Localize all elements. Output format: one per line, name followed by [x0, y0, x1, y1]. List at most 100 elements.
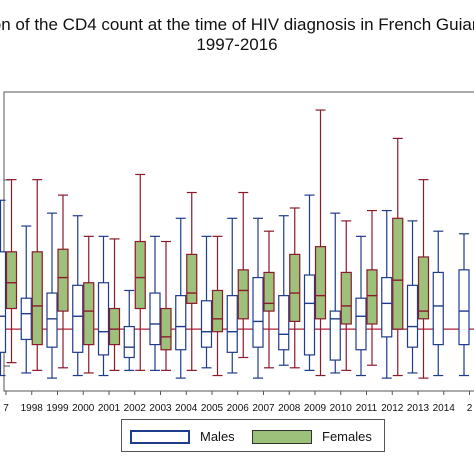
females-iqr-box	[289, 253, 301, 323]
males-iqr-box	[329, 310, 341, 361]
males-box-2011	[355, 235, 367, 377]
females-box-2009	[314, 109, 327, 377]
females-iqr-box	[211, 289, 224, 333]
x-tick-label: 2007	[252, 403, 275, 414]
males-iqr-box	[0, 251, 7, 353]
females-box-2001	[108, 238, 121, 371]
males-box-2008	[278, 215, 290, 366]
females-iqr-box	[340, 271, 352, 325]
males-box-2000	[72, 215, 84, 377]
males-box-2009	[303, 194, 316, 371]
x-tick-label: 2011	[356, 403, 378, 414]
males-iqr-box	[20, 297, 32, 341]
females-box-2013	[417, 179, 430, 379]
x-tick-label: 2010	[330, 403, 353, 414]
females-iqr-box	[134, 240, 146, 310]
males-iqr-box	[355, 297, 367, 351]
x-tick-label: 2001	[98, 403, 121, 414]
females-box-1998	[31, 179, 43, 371]
x-tick-label: 2006	[227, 403, 250, 414]
males-box-2010	[329, 212, 341, 374]
chart-title-line-2: 1997-2016	[196, 35, 277, 54]
males-box-1998	[20, 225, 32, 374]
males-box-2004	[175, 217, 187, 379]
females-box-2003	[160, 240, 172, 371]
males-iqr-box	[97, 282, 110, 356]
males-iqr-box	[458, 269, 470, 346]
males-box-7	[0, 199, 7, 377]
females-iqr-box	[57, 248, 69, 312]
x-tick-label: 2013	[407, 403, 430, 414]
males-iqr-box	[226, 295, 238, 353]
x-tick-label: 2012	[381, 403, 404, 414]
males-box-2014	[432, 230, 444, 377]
females-iqr-box	[392, 217, 404, 330]
x-tick-label: 2014	[433, 403, 456, 414]
chart-title-line-1: tion of the CD4 count at the time of HIV…	[0, 15, 474, 34]
chart-marks	[0, 109, 474, 379]
males-box-2003	[149, 235, 161, 371]
males-iqr-box	[46, 292, 58, 348]
x-tick-label: 2009	[304, 403, 327, 414]
x-tick-label: 2003	[149, 403, 172, 414]
males-box-2005	[200, 235, 213, 369]
males-iqr-box	[406, 284, 419, 348]
females-iqr-box	[160, 307, 172, 351]
legend-label-females: Females	[322, 429, 372, 444]
x-tick-label: 2000	[72, 403, 95, 414]
females-box-2000	[83, 235, 95, 374]
legend-item-males: Males	[130, 420, 235, 453]
females-iqr-box	[108, 307, 121, 346]
x-tick-label: 1999	[46, 403, 69, 414]
legend-swatch-males	[130, 429, 190, 444]
legend-label-males: Males	[200, 429, 235, 444]
females-box-2007	[263, 230, 275, 369]
males-iqr-box	[303, 274, 316, 356]
females-iqr-box	[263, 271, 275, 312]
males-box-2013	[406, 220, 419, 374]
males-box-2001	[97, 235, 110, 377]
females-box-2010	[340, 220, 352, 371]
males-box-2006	[226, 217, 238, 374]
females-iqr-box	[31, 251, 43, 346]
males-iqr-box	[252, 276, 264, 348]
males-iqr-box	[123, 325, 135, 359]
males-iqr-box	[149, 292, 161, 346]
legend: Males Females	[121, 419, 385, 452]
x-tick-label: 2004	[175, 403, 198, 414]
females-iqr-box	[366, 269, 378, 325]
x-tick-label: 2008	[278, 403, 301, 414]
males-iqr-box	[175, 295, 187, 351]
females-iqr-box	[83, 282, 95, 346]
legend-swatch-females	[252, 429, 312, 444]
males-iqr-box	[278, 295, 290, 351]
plot-area	[3, 91, 474, 392]
females-box-2006	[237, 191, 249, 359]
x-tick-labels: 7 1998 1999 2000 2001 2002 2003 2004 2005 2006 200…	[3, 391, 473, 414]
females-box-2008	[289, 207, 301, 369]
females-box-1999	[57, 194, 69, 369]
legend-item-females: Females	[252, 420, 372, 453]
females-iqr-box	[417, 256, 430, 320]
males-box-2012	[381, 209, 393, 379]
females-box-2002	[134, 173, 146, 371]
x-tick-label: 7	[3, 403, 9, 414]
females-box-2011	[366, 209, 378, 366]
x-tick-label: 2	[467, 403, 473, 414]
females-iqr-box	[237, 269, 249, 320]
females-box-2012	[392, 137, 404, 377]
females-box-7	[5, 179, 18, 364]
x-tick-label: 2005	[201, 403, 224, 414]
males-box-2007	[252, 217, 264, 379]
x-tick-label: 1998	[21, 403, 44, 414]
x-tick-label: 2002	[124, 403, 147, 414]
males-box-1999	[46, 212, 58, 379]
males-box-2	[458, 233, 470, 377]
males-iqr-box	[72, 284, 84, 353]
males-iqr-box	[200, 300, 213, 348]
females-iqr-box	[186, 253, 198, 304]
males-iqr-box	[381, 276, 393, 338]
females-box-2005	[211, 235, 224, 377]
males-iqr-box	[432, 271, 444, 346]
